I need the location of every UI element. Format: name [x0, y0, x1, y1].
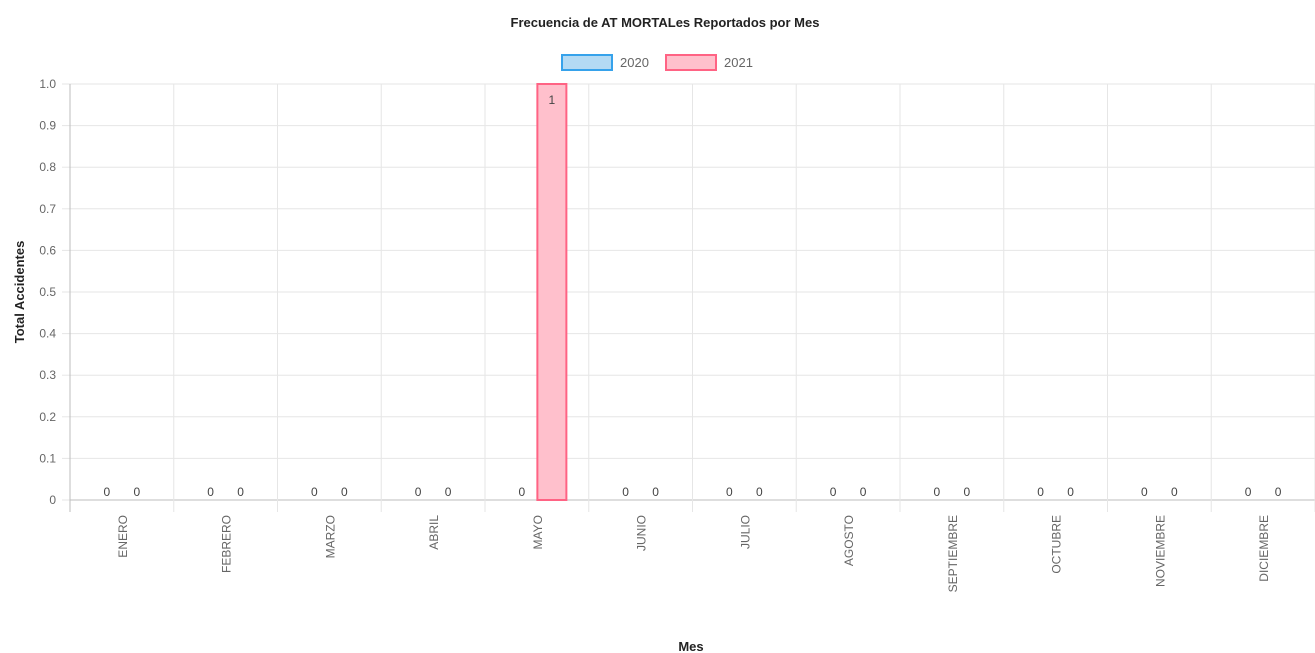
y-tick-label: 0.6 [39, 243, 56, 257]
y-tick-label: 0.2 [39, 410, 56, 424]
data-label: 0 [237, 485, 244, 499]
y-tick-label: 0 [49, 493, 56, 507]
bar-2021-mayo [536, 83, 568, 501]
x-tick-label: OCTUBRE [1050, 515, 1064, 574]
y-axis-ticks: 0 0.1 0.2 0.3 0.4 0.5 0.6 0.7 0.8 0.9 1.0 [39, 77, 56, 507]
data-label: 0 [341, 485, 348, 499]
legend-item-2021: 2021 [665, 54, 753, 71]
data-label: 0 [1171, 485, 1178, 499]
y-tick-label: 0.8 [39, 160, 56, 174]
y-tick-label: 0.3 [39, 368, 56, 382]
data-label: 0 [1141, 485, 1148, 499]
data-label: 0 [134, 485, 141, 499]
data-label: 0 [1067, 485, 1074, 499]
data-label: 0 [934, 485, 941, 499]
x-tick-label: MARZO [323, 515, 337, 558]
x-tick-label: DICIEMBRE [1257, 515, 1271, 582]
x-tick-label: AGOSTO [842, 515, 856, 566]
legend: 2020 2021 [561, 54, 753, 71]
data-label: 0 [622, 485, 629, 499]
data-label: 0 [830, 485, 837, 499]
grid-lines [62, 83, 1315, 512]
legend-label: 2020 [620, 55, 649, 70]
y-tick-label: 0.1 [39, 451, 56, 465]
y-tick-label: 0.9 [39, 119, 56, 133]
legend-swatch [665, 54, 717, 71]
x-tick-label: FEBRERO [220, 515, 234, 573]
bars [536, 83, 568, 501]
data-label: 0 [445, 485, 452, 499]
data-label: 1 [549, 93, 556, 107]
data-label: 0 [104, 485, 111, 499]
chart-title: Frecuencia de AT MORTALes Reportados por… [511, 15, 820, 30]
y-axis-title: Total Accidentes [12, 241, 27, 344]
x-axis-title: Mes [678, 639, 703, 653]
x-tick-label: SEPTIEMBRE [946, 515, 960, 592]
data-labels: 0 0 0 0 0 0 0 0 0 1 0 0 0 0 0 0 0 0 0 0 0 0 0 0 [104, 93, 1282, 499]
data-label: 0 [756, 485, 763, 499]
data-label: 0 [964, 485, 971, 499]
legend-item-2020: 2020 [561, 54, 649, 71]
data-label: 0 [860, 485, 867, 499]
data-label: 0 [519, 485, 526, 499]
y-tick-label: 1.0 [39, 77, 56, 91]
y-tick-label: 0.5 [39, 285, 56, 299]
x-tick-label: ENERO [116, 515, 130, 558]
x-tick-label: JULIO [738, 515, 752, 549]
y-tick-label: 0.7 [39, 202, 56, 216]
data-label: 0 [652, 485, 659, 499]
x-tick-label: ABRIL [427, 515, 441, 550]
legend-swatch [561, 54, 613, 71]
legend-label: 2021 [724, 55, 753, 70]
data-label: 0 [311, 485, 318, 499]
data-label: 0 [726, 485, 733, 499]
x-tick-label: MAYO [531, 515, 545, 549]
y-tick-label: 0.4 [39, 327, 56, 341]
x-tick-label: JUNIO [635, 515, 649, 551]
data-label: 0 [207, 485, 214, 499]
data-label: 0 [1275, 485, 1282, 499]
data-label: 0 [1245, 485, 1252, 499]
data-label: 0 [1037, 485, 1044, 499]
x-axis-ticks: ENERO FEBRERO MARZO ABRIL MAYO JUNIO JULIO AGOS… [116, 515, 1271, 593]
data-label: 0 [415, 485, 422, 499]
x-tick-label: NOVIEMBRE [1153, 515, 1167, 587]
